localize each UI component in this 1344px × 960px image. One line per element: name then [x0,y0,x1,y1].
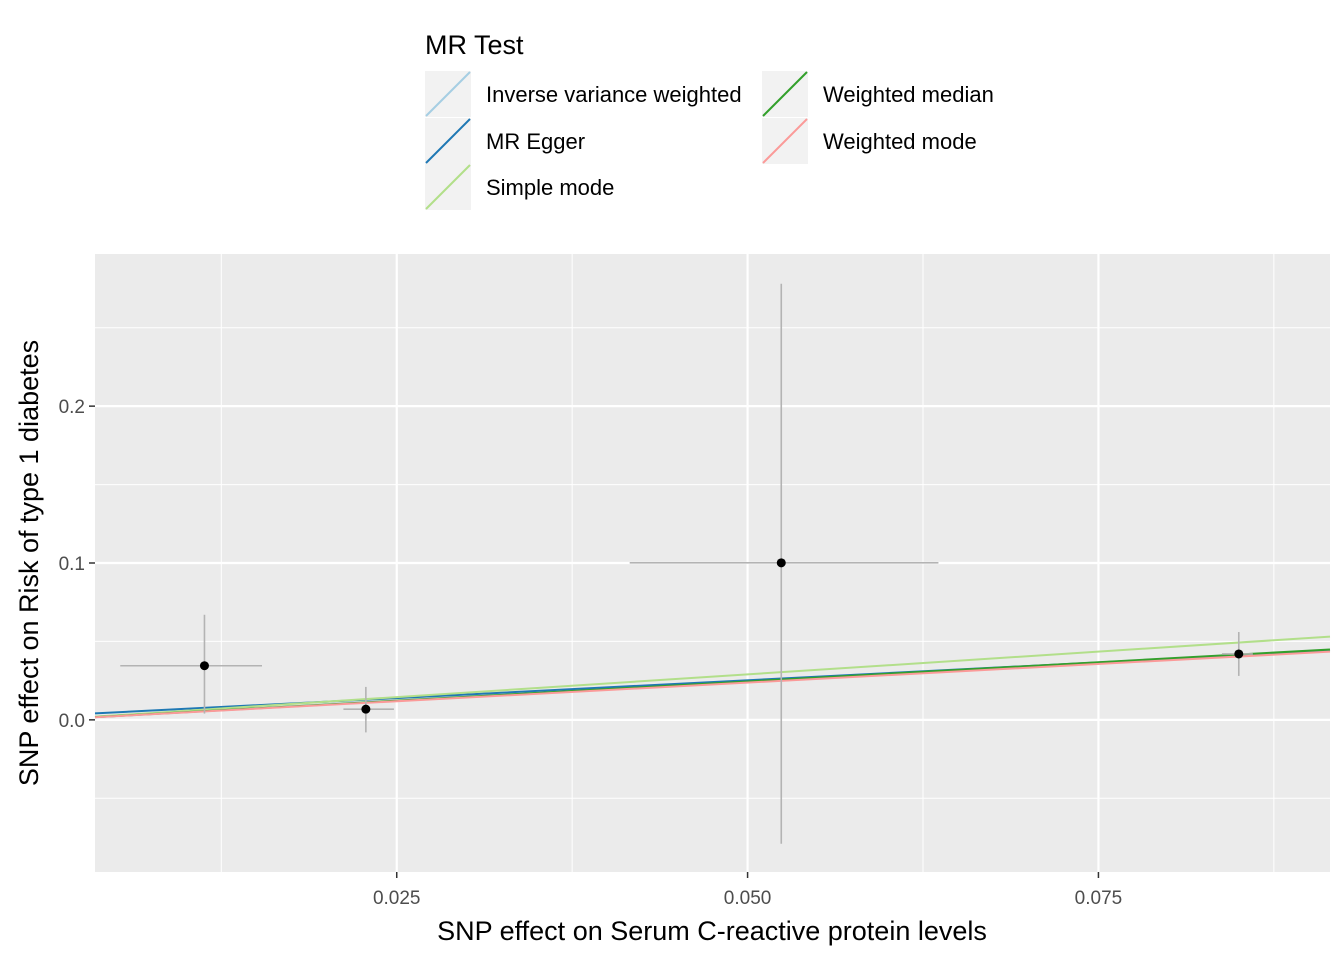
legend-key-line [425,118,471,164]
legend-key-line [762,118,808,164]
regression-lines [94,635,1331,719]
legend-label: Inverse variance weighted [486,82,742,107]
data-point-2 [776,558,786,568]
x-tick-label: 0.075 [1075,888,1123,909]
legend-title: MR Test [425,30,524,60]
legend-label: Simple mode [486,175,614,200]
series-line-4 [94,650,1331,719]
series-line-2 [94,635,1331,718]
x-axis-title: SNP effect on Serum C-reactive protein l… [437,916,987,946]
legend-item-2: Simple mode [425,164,614,210]
legend-item-4: Weighted mode [762,118,977,164]
legend-key-line [425,164,471,210]
y-tick-label: 0.1 [59,554,85,575]
gridlines [95,254,1330,872]
legend-key-line [762,71,808,117]
data-point-1 [361,704,371,714]
legend-label: Weighted median [823,82,994,107]
x-tick-label: 0.050 [724,888,772,909]
x-tick-label: 0.025 [373,888,421,909]
y-axis-ticks: 0.0 0.1 0.2 [59,397,95,732]
y-tick-label: 0.2 [59,397,85,418]
legend: MR Test Inverse variance weighted MR Egge… [425,30,994,210]
legend-item-1: MR Egger [425,118,585,164]
y-axis-title: SNP effect on Risk of type 1 diabetes [14,340,44,786]
legend-label: Weighted mode [823,129,977,154]
x-axis-ticks: 0.025 0.050 0.075 [373,872,1122,909]
data-points [199,558,1244,714]
legend-item-3: Weighted median [762,71,994,117]
legend-key-line [425,71,471,117]
legend-item-0: Inverse variance weighted [425,71,742,117]
legend-label: MR Egger [486,129,585,154]
data-point-0 [199,661,209,671]
y-tick-label: 0.0 [59,711,85,732]
data-point-3 [1234,649,1244,659]
